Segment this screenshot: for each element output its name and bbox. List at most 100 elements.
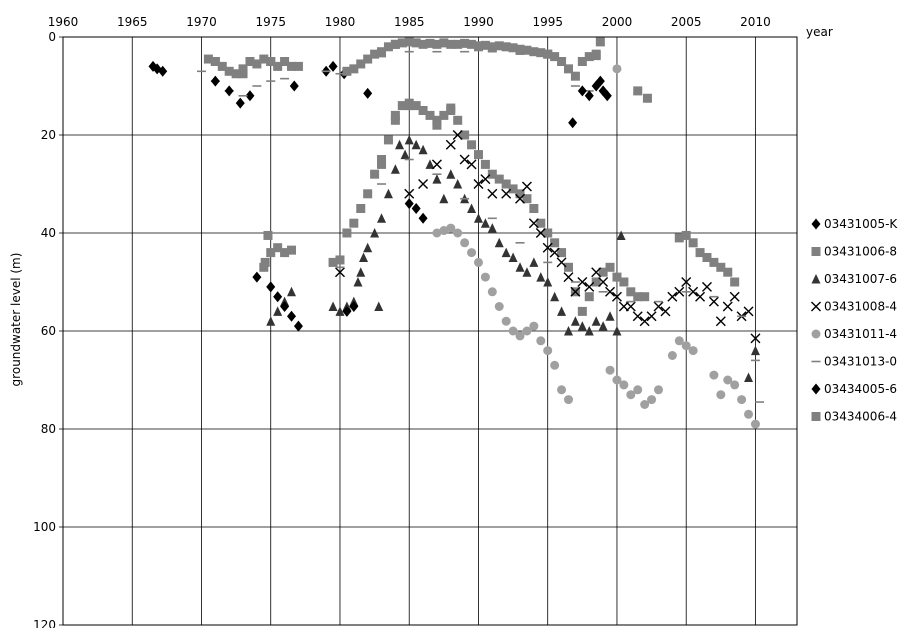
data-point [619, 380, 629, 390]
data-point [612, 64, 622, 74]
data-point [605, 262, 615, 272]
data-point [328, 301, 338, 311]
data-point [224, 66, 234, 76]
data-point [480, 40, 490, 50]
data-point [701, 281, 712, 292]
x-tick-label: 1970 [186, 15, 217, 29]
data-point [716, 390, 726, 400]
data-point [591, 316, 601, 326]
data-point [452, 130, 463, 140]
data-point [695, 248, 705, 258]
data-point [473, 213, 483, 223]
data-point [577, 321, 587, 331]
data-point [273, 61, 283, 71]
data-point [397, 38, 407, 48]
data-point [536, 336, 546, 346]
data-point [480, 272, 490, 282]
data-point [709, 257, 719, 267]
data-point [431, 159, 442, 170]
data-point [273, 291, 283, 303]
data-point [259, 54, 269, 64]
data-point [522, 267, 532, 277]
data-point [260, 257, 270, 267]
data-point [473, 257, 483, 267]
data-point [584, 52, 594, 62]
data-point [363, 242, 373, 253]
data-point [750, 419, 760, 429]
data-point [473, 42, 483, 52]
data-point [287, 286, 297, 297]
data-point [744, 372, 754, 383]
data-point [245, 90, 255, 102]
data-point [667, 291, 678, 302]
data-point [359, 252, 369, 262]
data-point [266, 57, 276, 66]
data-point [550, 360, 560, 370]
data-point [715, 316, 726, 327]
data-point [568, 117, 578, 129]
data-point [674, 336, 684, 346]
data-point [744, 409, 754, 419]
data-point [529, 47, 539, 57]
data-point [418, 212, 428, 224]
data-point [446, 39, 456, 49]
data-point [722, 301, 733, 312]
data-point [203, 54, 213, 64]
data-point [370, 49, 380, 59]
data-point [750, 333, 761, 344]
data-point [370, 169, 380, 179]
x-tick-label: 2010 [740, 15, 771, 29]
x-tick-label: 1985 [394, 15, 425, 29]
data-point [400, 149, 410, 160]
data-point [674, 233, 684, 243]
data-point [598, 277, 609, 287]
data-point [446, 169, 456, 179]
data-point [231, 69, 241, 79]
data-point [501, 247, 511, 258]
data-point [238, 64, 248, 74]
data-point [287, 61, 297, 71]
legend-label: 03431013-0 [824, 355, 897, 369]
legend-marker [811, 218, 821, 230]
data-point [289, 80, 299, 92]
data-point [515, 44, 525, 54]
grid-lines [59, 36, 798, 626]
data-point [681, 341, 691, 351]
data-point [418, 144, 428, 155]
data-point [453, 39, 463, 49]
x-axis-title: year [806, 25, 833, 39]
y-tick-label: 100 [33, 520, 56, 534]
data-point [591, 277, 601, 287]
data-point [390, 39, 400, 49]
data-point [235, 97, 245, 109]
data-point [535, 228, 546, 238]
data-point [529, 257, 539, 267]
data-point [522, 45, 532, 55]
data-point [521, 181, 532, 192]
data-point [543, 277, 553, 287]
data-point [293, 61, 303, 71]
data-point [632, 311, 643, 322]
data-point [723, 267, 733, 277]
x-tick-label: 1995 [532, 15, 563, 29]
data-point [411, 203, 421, 214]
data-point [404, 198, 414, 210]
data-point [508, 326, 518, 336]
data-point [550, 52, 560, 62]
data-point [334, 267, 345, 278]
data-point [515, 193, 526, 204]
data-point [625, 301, 636, 312]
data-point [390, 115, 400, 125]
data-point [688, 346, 698, 356]
data-point [335, 255, 345, 265]
data-point [377, 47, 387, 57]
data-point [480, 218, 490, 228]
data-point [646, 311, 657, 322]
data-point [528, 218, 539, 229]
legend-label: 03431006-8 [824, 245, 897, 259]
data-point [349, 64, 359, 74]
data-point [342, 66, 352, 76]
data-point [536, 48, 546, 58]
legend-marker [811, 247, 821, 256]
legend-label: 03431007-6 [824, 272, 897, 286]
